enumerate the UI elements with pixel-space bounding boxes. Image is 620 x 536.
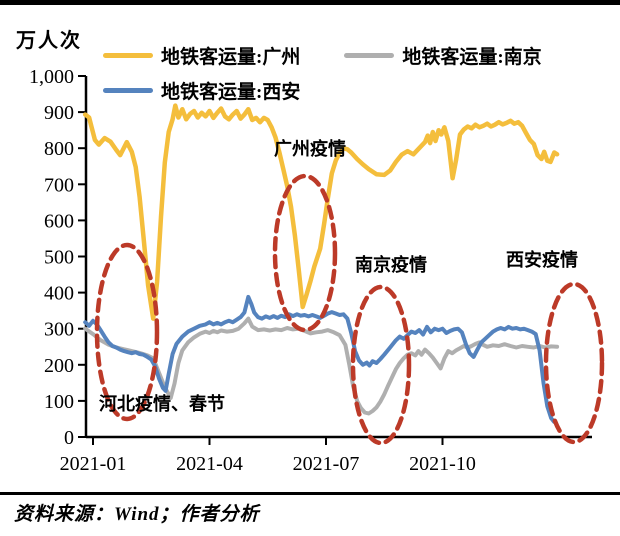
annotation-label: 西安疫情 [506,249,578,270]
annotation-ellipse [94,242,160,422]
series-line-3 [82,103,560,321]
y-axis-tick-label: 400 [44,283,74,305]
y-axis-tick-label: 700 [44,174,74,196]
annotation-ellipse [543,281,605,445]
nanjing-line-swatch [344,53,395,58]
legend-label-guangzhou: 地铁客运量:广州 [161,47,301,68]
y-axis-tick-label: 200 [44,355,74,377]
annotation-ellipse [272,173,338,333]
y-axis-tick-label: 800 [44,138,74,160]
legend-row-2: 地铁客运量:西安 [103,77,344,104]
x-axis-tick-label: 2021-04 [176,453,243,475]
x-axis-tick-label: 2021-10 [409,453,476,475]
legend-label-xian: 地铁客运量:西安 [161,82,301,103]
top-border [0,0,620,5]
y-axis-tick-label: 500 [44,247,74,269]
annotation-label: 广州疫情 [274,138,346,159]
footer-divider [0,492,620,495]
legend-item-guangzhou: 地铁客运量:广州 [103,42,300,69]
annotation-ellipse [350,284,412,446]
xian-line-swatch [103,88,153,93]
source-note: 资料来源：Wind；作者分析 [14,504,260,525]
x-axis-tick-label: 2021-01 [60,453,127,475]
legend-item-nanjing: 地铁客运量:南京 [344,42,542,69]
annotation-label: 河北疫情、春节 [99,393,225,414]
y-axis-tick-label: 900 [44,102,74,124]
legend-row-1: 地铁客运量:广州 地铁客运量:南京 [103,42,586,69]
legend-item-xian: 地铁客运量:西安 [103,77,300,104]
annotation-label: 南京疫情 [355,254,427,275]
y-axis-tick-label: 300 [44,319,74,341]
y-axis-unit-label: 万人次 [16,30,82,52]
y-axis-tick-label: 600 [44,210,74,232]
x-axis-tick-label: 2021-07 [293,453,360,475]
legend-label-nanjing: 地铁客运量:南京 [402,47,542,68]
y-axis-tick-label: 1,000 [29,66,74,88]
y-axis-tick-label: 0 [64,427,74,449]
y-axis-tick-label: 100 [44,391,74,413]
guangzhou-line-swatch [103,53,153,58]
